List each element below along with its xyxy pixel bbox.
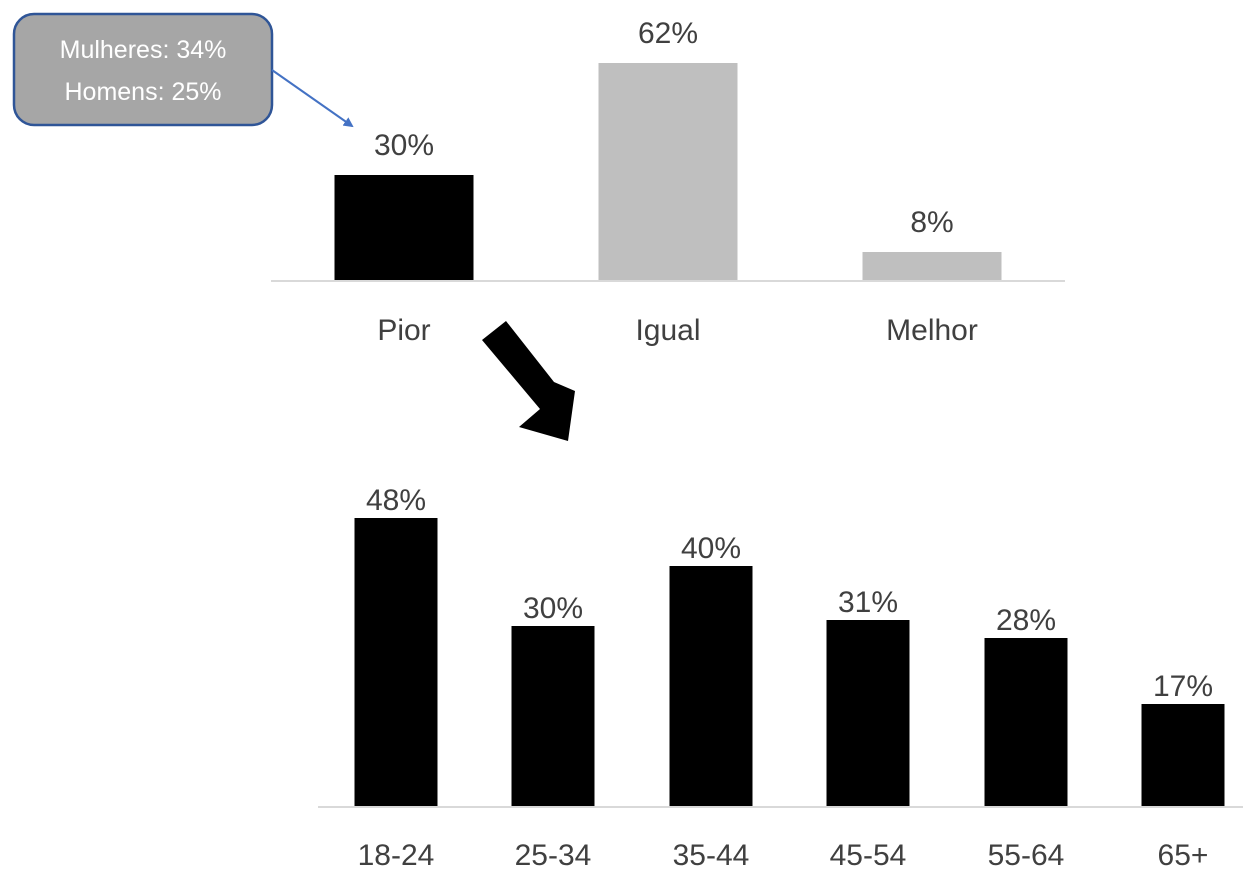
top-category-label-melhor: Melhor <box>886 314 978 347</box>
bottom-bar-45-54 <box>826 620 910 806</box>
top-chart-value-labels: 30% 62% 8% <box>374 17 954 239</box>
top-chart-bars <box>334 63 1002 280</box>
gender-callout: Mulheres: 34% Homens: 25% <box>12 12 354 128</box>
bottom-value-label-45-54: 31% <box>838 586 898 619</box>
bottom-value-label-25-34: 30% <box>523 592 583 625</box>
top-bar-pior <box>334 175 474 280</box>
bottom-value-label-35-44: 40% <box>681 532 741 565</box>
top-chart-category-labels: Pior Igual Melhor <box>377 314 978 347</box>
bottom-category-label-25-34: 25-34 <box>515 839 592 871</box>
bottom-category-label-55-64: 55-64 <box>988 839 1065 871</box>
top-value-label-melhor: 8% <box>910 206 953 239</box>
bottom-bar-25-34 <box>511 626 595 806</box>
drilldown-arrow <box>482 321 575 441</box>
bottom-bar-chart: 48% 30% 40% 31% 28% 17% 18-24 25-34 35-44 45-54 5… <box>318 484 1243 871</box>
bottom-bar-65- <box>1141 704 1225 806</box>
callout-line-women: Mulheres: 34% <box>60 36 227 64</box>
top-bar-igual <box>598 63 738 280</box>
top-value-label-pior: 30% <box>374 129 434 162</box>
bottom-category-label-35-44: 35-44 <box>673 839 750 871</box>
callout-line-men: Homens: 25% <box>64 78 221 106</box>
bottom-value-label-65-: 17% <box>1153 670 1213 703</box>
bottom-value-label-55-64: 28% <box>996 604 1056 637</box>
top-bar-chart: 30% 62% 8% Pior Igual Melhor <box>271 17 1065 347</box>
top-category-label-pior: Pior <box>377 314 430 347</box>
top-value-label-igual: 62% <box>638 17 698 50</box>
bottom-value-label-18-24: 48% <box>366 484 426 517</box>
callout-box <box>12 12 274 127</box>
bottom-category-label-18-24: 18-24 <box>358 839 435 871</box>
top-bar-melhor <box>862 252 1002 280</box>
bottom-bar-18-24 <box>354 518 438 806</box>
callout-pointer-arrow <box>271 69 354 128</box>
bottom-category-label-65-: 65+ <box>1158 839 1209 871</box>
bottom-chart-bars <box>354 518 1225 806</box>
top-category-label-igual: Igual <box>635 314 700 347</box>
bottom-chart-category-labels: 18-24 25-34 35-44 45-54 55-64 65+ <box>358 839 1209 871</box>
bottom-bar-35-44 <box>669 566 753 806</box>
bottom-category-label-45-54: 45-54 <box>830 839 907 871</box>
bottom-bar-55-64 <box>984 638 1068 806</box>
bottom-chart-value-labels: 48% 30% 40% 31% 28% 17% <box>366 484 1213 703</box>
